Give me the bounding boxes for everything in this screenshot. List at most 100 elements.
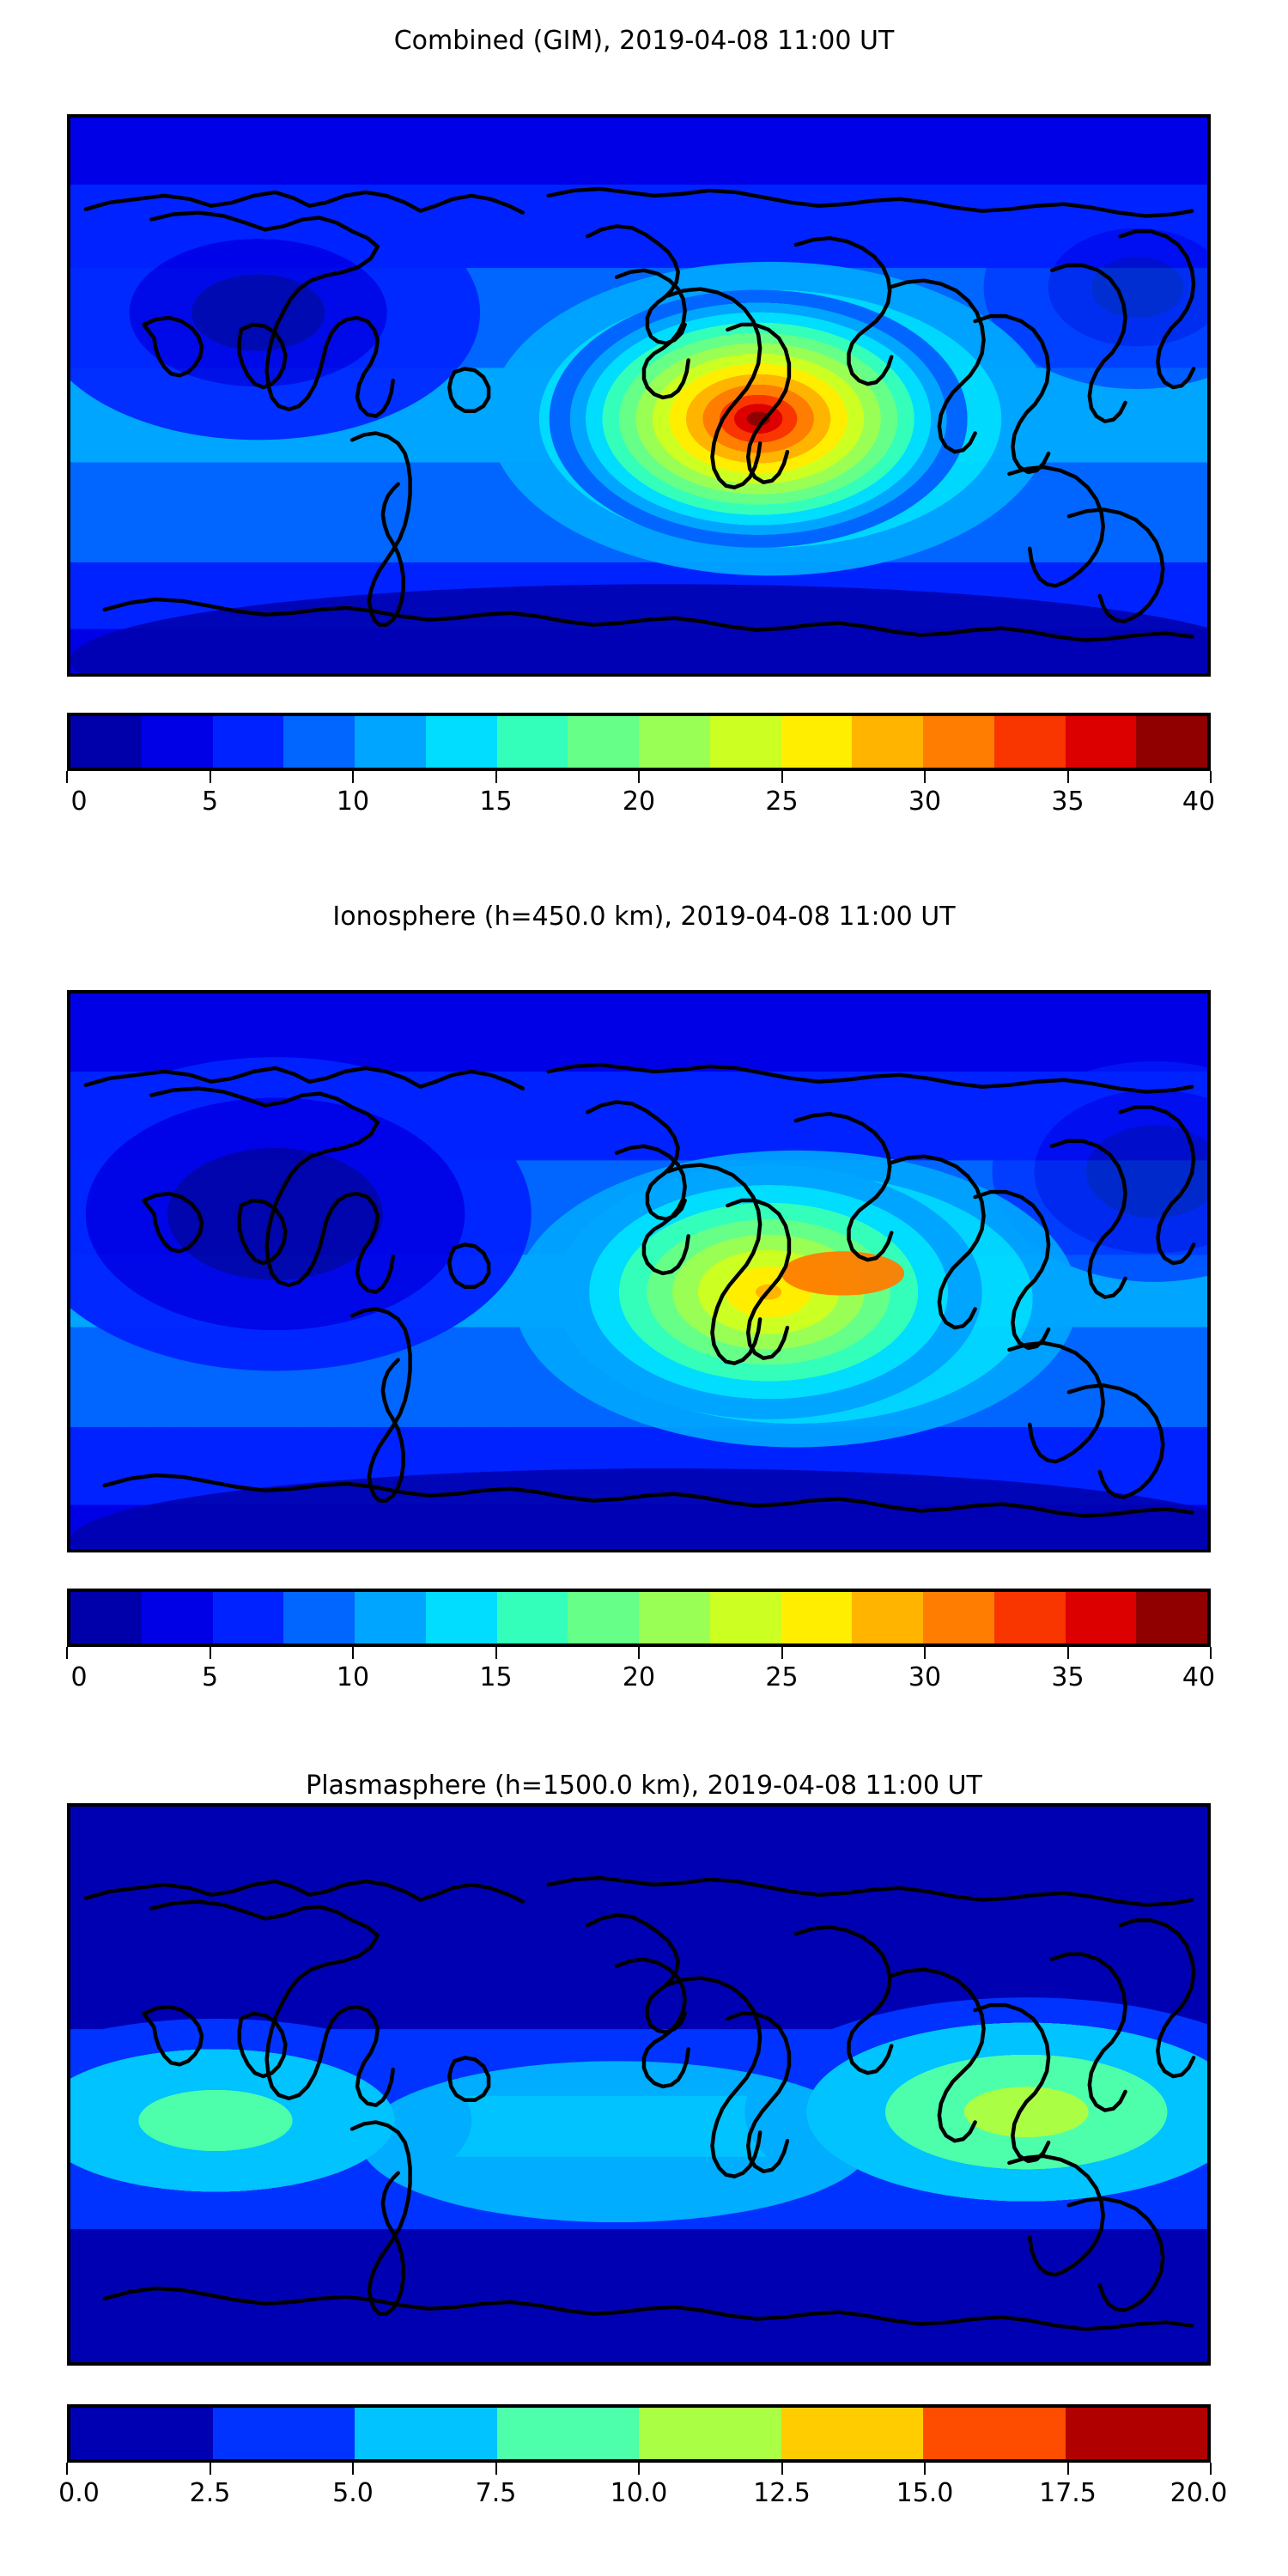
colorbar-swatch	[283, 1592, 355, 1643]
colorbar-swatch	[781, 716, 853, 768]
colorbar-swatch	[923, 1592, 994, 1643]
colorbar-tick	[1210, 1647, 1212, 1659]
colorbar-ticks-combined	[66, 771, 1212, 783]
colorbar-tick-label: 40	[1182, 787, 1216, 817]
colorbar-tick	[1066, 1647, 1069, 1659]
colorbar-swatch	[212, 1592, 284, 1643]
map-combined	[67, 114, 1211, 677]
colorbar-tick	[495, 771, 497, 783]
colorbar-swatch	[496, 2408, 639, 2459]
colorbar-tick	[924, 2463, 926, 2475]
colorbar-tick	[781, 2463, 783, 2475]
panel-title-ionosphere: Ionosphere (h=450.0 km), 2019-04-08 11:0…	[332, 902, 956, 932]
map-plasmasphere	[67, 1803, 1211, 2366]
colorbar-ticks-ionosphere	[66, 1647, 1212, 1659]
colorbar-swatch	[781, 2408, 923, 2459]
colorbar-tick	[638, 1647, 640, 1659]
colorbar-swatch	[70, 1592, 142, 1643]
colorbar-tick-label: 20.0	[1170, 2478, 1228, 2508]
colorbar-swatch	[852, 716, 923, 768]
panel-title-plasmasphere: Plasmasphere (h=1500.0 km), 2019-04-08 1…	[306, 1771, 982, 1801]
colorbar-swatch	[993, 716, 1066, 768]
colorbar-labels-ionosphere: 0 5 10 15 20 25 30 35 40	[0, 1662, 1288, 1697]
colorbar-swatch	[568, 716, 639, 768]
colorbar-tick-label: 0	[70, 787, 88, 817]
colorbar-tick	[924, 1647, 926, 1659]
colorbar-tick-label: 30	[908, 787, 942, 817]
colorbar-combined	[67, 713, 1211, 771]
colorbar-tick-label: 15	[479, 1662, 513, 1692]
colorbar-swatch	[496, 716, 568, 768]
colorbar-swatch	[639, 1592, 710, 1643]
colorbar-tick-label: 12.5	[753, 2478, 811, 2508]
colorbar-tick	[781, 1647, 783, 1659]
map-plasmasphere-svg	[70, 1807, 1207, 2362]
colorbar-tick-label: 30	[908, 1662, 942, 1692]
colorbar-tick	[209, 1647, 211, 1659]
colorbar-swatch	[141, 716, 213, 768]
colorbar-swatch	[212, 2408, 355, 2459]
panel-combined: Combined (GIM), 2019-04-08 11:00 UT	[0, 0, 1288, 841]
colorbar-swatch	[709, 716, 781, 768]
colorbar-swatch	[993, 1592, 1066, 1643]
colorbar-swatch	[425, 716, 497, 768]
colorbar-swatch	[70, 2408, 213, 2459]
colorbar-swatch	[355, 2408, 497, 2459]
colorbar-tick	[66, 1647, 68, 1659]
colorbar-labels-combined: 0 5 10 15 20 25 30 35 40	[0, 787, 1288, 821]
colorbar-swatch	[283, 716, 355, 768]
colorbar-tick-label: 10	[336, 1662, 370, 1692]
colorbar-swatch	[1065, 716, 1137, 768]
colorbar-tick-label: 35	[1051, 787, 1084, 817]
colorbar-tick-label: 0.0	[58, 2478, 100, 2508]
colorbar-swatch	[355, 716, 426, 768]
colorbar-tick-label: 10	[336, 787, 370, 817]
colorbar-plasmasphere	[67, 2404, 1211, 2463]
panel-plasmasphere: Plasmasphere (h=1500.0 km), 2019-04-08 1…	[0, 1752, 1288, 2576]
colorbar-swatch	[1136, 716, 1207, 768]
colorbar-tick	[66, 771, 68, 783]
colorbar-ionosphere	[67, 1589, 1211, 1647]
colorbar-tick	[209, 2463, 211, 2475]
colorbar-swatch	[212, 716, 284, 768]
colorbar-tick-label: 35	[1051, 1662, 1084, 1692]
colorbar-tick-label: 17.5	[1039, 2478, 1097, 2508]
colorbar-labels-plasmasphere: 0.0 2.5 5.0 7.5 10.0 12.5 15.0 17.5 20.0	[0, 2478, 1288, 2512]
colorbar-tick	[1066, 2463, 1069, 2475]
colorbar-tick-label: 7.5	[475, 2478, 517, 2508]
colorbar-tick	[495, 1647, 497, 1659]
colorbar-swatch	[355, 1592, 426, 1643]
colorbar-tick	[66, 2463, 68, 2475]
panel-title-combined: Combined (GIM), 2019-04-08 11:00 UT	[393, 26, 895, 56]
colorbar-tick	[781, 771, 783, 783]
colorbar-tick	[352, 1647, 354, 1659]
map-ionosphere-svg	[70, 993, 1207, 1549]
colorbar-tick	[1066, 771, 1069, 783]
colorbar-tick-label: 40	[1182, 1662, 1216, 1692]
colorbar-swatch	[639, 716, 710, 768]
colorbar-tick-label: 5	[201, 787, 219, 817]
colorbar-swatch	[1065, 1592, 1137, 1643]
colorbar-swatch	[781, 1592, 853, 1643]
colorbar-tick	[1210, 771, 1212, 783]
colorbar-swatch	[496, 1592, 568, 1643]
colorbar-swatch	[639, 2408, 781, 2459]
colorbar-tick-label: 5	[201, 1662, 219, 1692]
colorbar-swatch	[1065, 2408, 1207, 2459]
colorbar-tick-label: 0	[70, 1662, 88, 1692]
colorbar-tick	[1210, 2463, 1212, 2475]
colorbar-swatch	[709, 1592, 781, 1643]
colorbar-tick-label: 25	[765, 1662, 799, 1692]
colorbar-swatch	[852, 1592, 923, 1643]
colorbar-tick	[352, 2463, 354, 2475]
colorbar-tick-label: 2.5	[189, 2478, 231, 2508]
colorbar-tick-label: 10.0	[610, 2478, 668, 2508]
colorbar-swatch	[70, 716, 142, 768]
panel-ionosphere: Ionosphere (h=450.0 km), 2019-04-08 11:0…	[0, 876, 1288, 1735]
colorbar-tick-label: 5.0	[332, 2478, 374, 2508]
colorbar-tick	[638, 2463, 640, 2475]
colorbar-tick-label: 20	[622, 787, 656, 817]
colorbar-ticks-plasmasphere	[66, 2463, 1212, 2475]
colorbar-tick-label: 25	[765, 787, 799, 817]
